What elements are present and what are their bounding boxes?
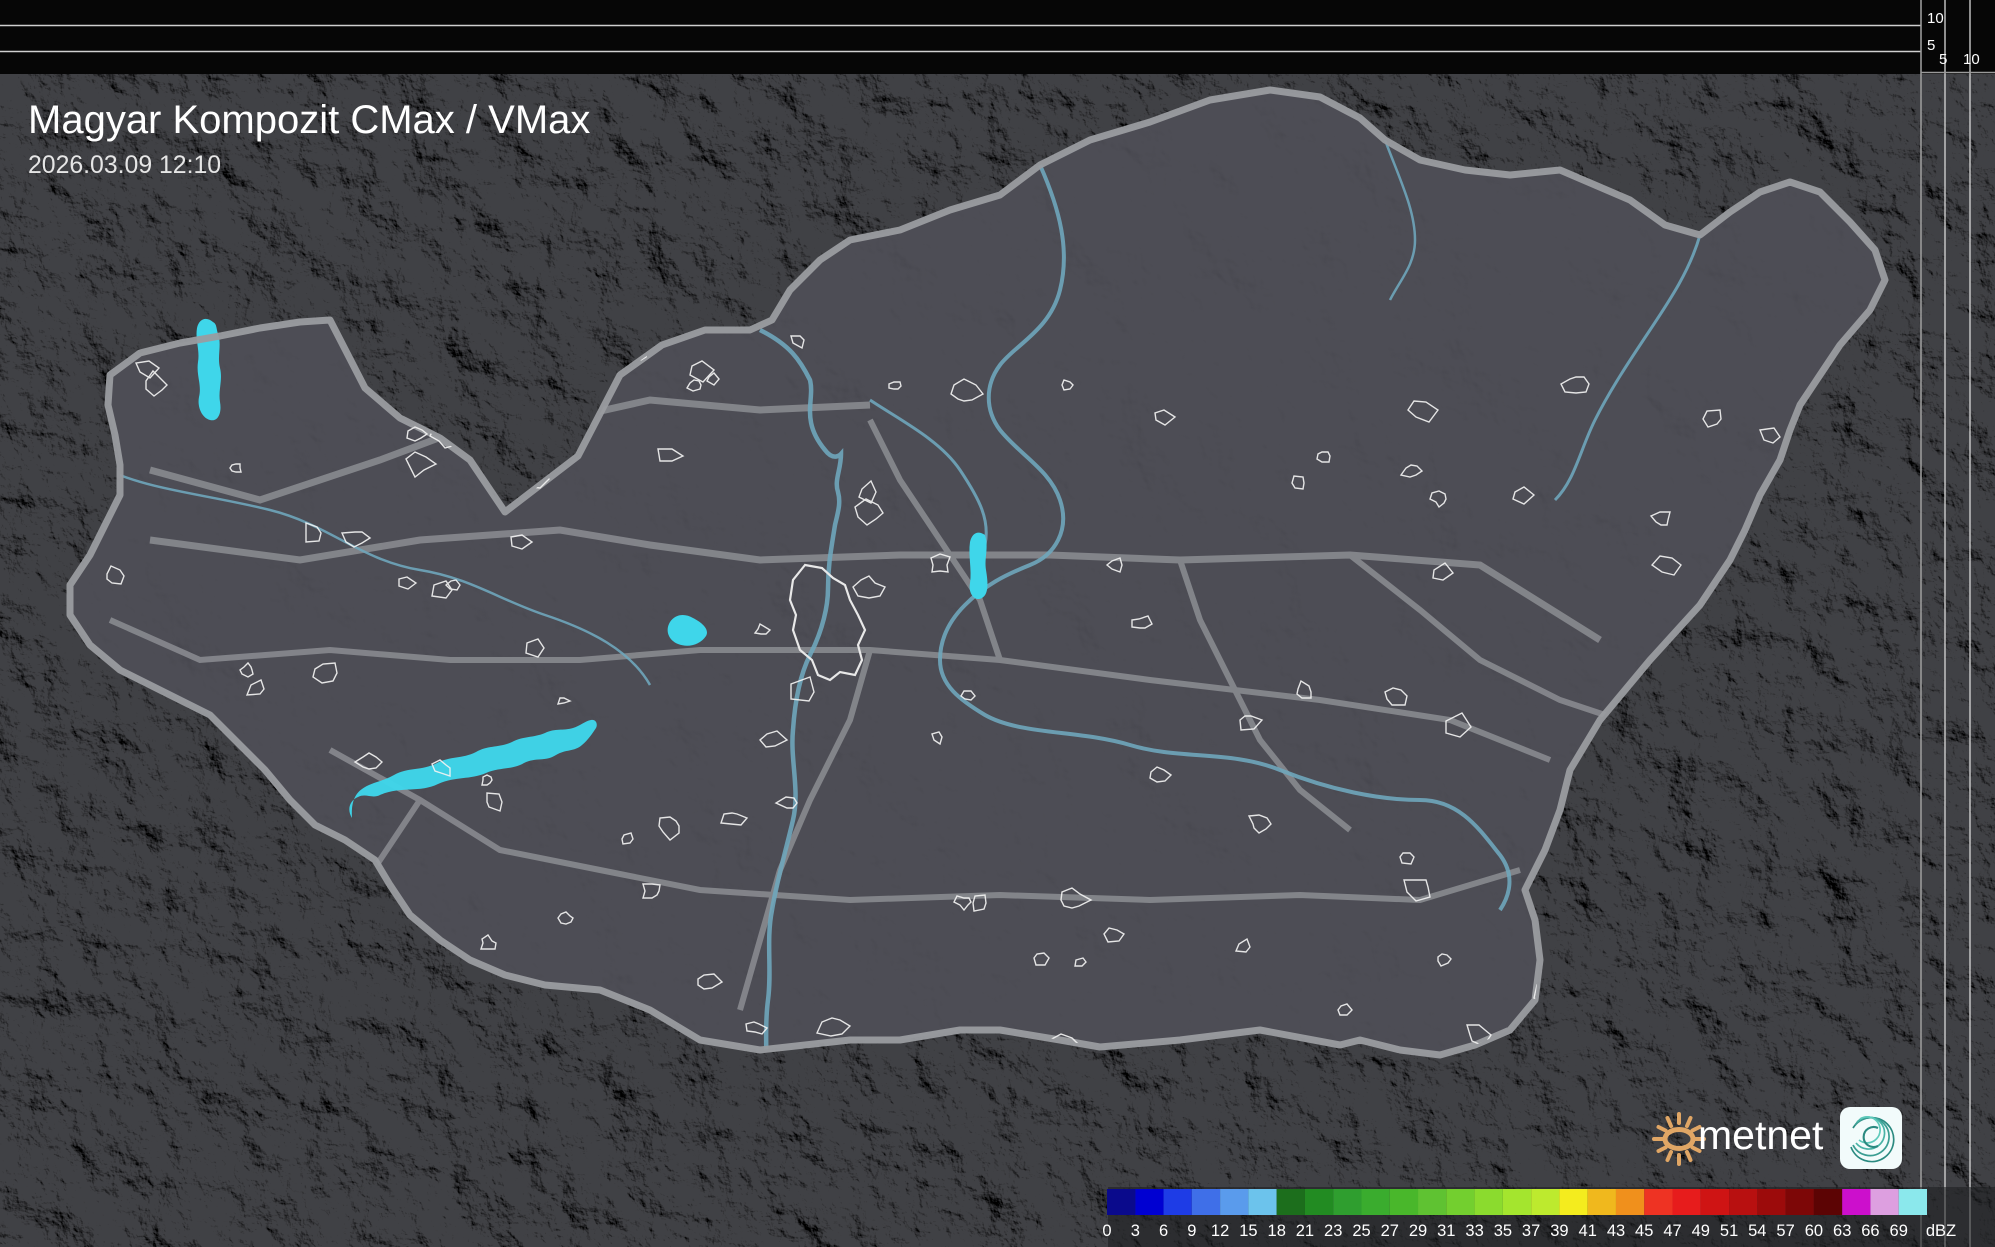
svg-text:9: 9 — [1187, 1222, 1196, 1240]
svg-text:43: 43 — [1607, 1222, 1625, 1240]
svg-text:54: 54 — [1748, 1222, 1766, 1240]
svg-text:0: 0 — [1102, 1222, 1111, 1240]
svg-text:60: 60 — [1805, 1222, 1823, 1240]
svg-text:37: 37 — [1522, 1222, 1540, 1240]
svg-text:47: 47 — [1663, 1222, 1681, 1240]
svg-text:18: 18 — [1268, 1222, 1286, 1240]
svg-text:2026.03.09 12:10: 2026.03.09 12:10 — [28, 152, 221, 179]
svg-text:6: 6 — [1159, 1222, 1168, 1240]
svg-text:Magyar Kompozit CMax / VMax: Magyar Kompozit CMax / VMax — [28, 98, 590, 142]
svg-text:dBZ: dBZ — [1926, 1222, 1956, 1240]
svg-text:5: 5 — [1939, 51, 1947, 68]
svg-text:63: 63 — [1833, 1222, 1851, 1240]
svg-text:45: 45 — [1635, 1222, 1653, 1240]
svg-text:41: 41 — [1579, 1222, 1597, 1240]
svg-text:5: 5 — [1927, 37, 1935, 54]
svg-text:31: 31 — [1437, 1222, 1455, 1240]
svg-text:15: 15 — [1239, 1222, 1257, 1240]
svg-text:metnet: metnet — [1698, 1112, 1824, 1158]
svg-text:3: 3 — [1131, 1222, 1140, 1240]
svg-text:10: 10 — [1963, 51, 1980, 68]
svg-text:57: 57 — [1776, 1222, 1794, 1240]
svg-text:12: 12 — [1211, 1222, 1229, 1240]
svg-text:25: 25 — [1352, 1222, 1370, 1240]
svg-text:23: 23 — [1324, 1222, 1342, 1240]
svg-text:49: 49 — [1692, 1222, 1710, 1240]
svg-text:66: 66 — [1861, 1222, 1879, 1240]
svg-text:21: 21 — [1296, 1222, 1314, 1240]
svg-text:51: 51 — [1720, 1222, 1738, 1240]
svg-text:10: 10 — [1927, 10, 1944, 27]
svg-text:39: 39 — [1550, 1222, 1568, 1240]
svg-text:69: 69 — [1890, 1222, 1908, 1240]
svg-text:29: 29 — [1409, 1222, 1427, 1240]
svg-text:35: 35 — [1494, 1222, 1512, 1240]
svg-text:33: 33 — [1465, 1222, 1483, 1240]
svg-text:27: 27 — [1381, 1222, 1399, 1240]
